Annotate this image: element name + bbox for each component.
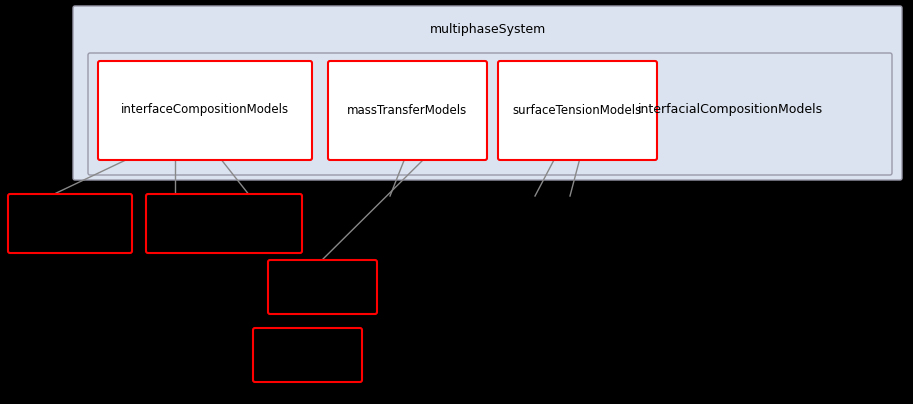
Text: interfaceCompositionModels: interfaceCompositionModels	[121, 103, 289, 116]
FancyBboxPatch shape	[498, 61, 657, 160]
Text: multiphaseSystem: multiphaseSystem	[430, 23, 546, 36]
FancyBboxPatch shape	[146, 194, 302, 253]
FancyBboxPatch shape	[253, 328, 362, 382]
Text: surfaceTensionModels: surfaceTensionModels	[512, 103, 642, 116]
FancyBboxPatch shape	[8, 194, 132, 253]
Text: massTransferModels: massTransferModels	[347, 103, 467, 116]
Text: interfacialCompositionModels: interfacialCompositionModels	[637, 103, 823, 116]
FancyBboxPatch shape	[268, 260, 377, 314]
FancyBboxPatch shape	[88, 53, 892, 175]
FancyBboxPatch shape	[73, 6, 902, 180]
FancyBboxPatch shape	[328, 61, 487, 160]
FancyBboxPatch shape	[98, 61, 312, 160]
